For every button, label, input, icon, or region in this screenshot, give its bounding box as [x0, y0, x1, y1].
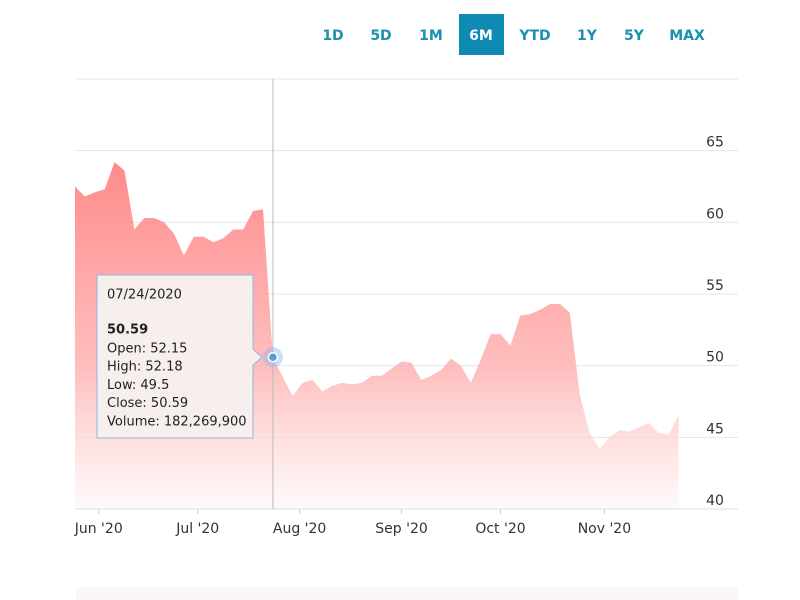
hover-point	[267, 351, 279, 363]
tooltip-line: High: 52.18	[107, 360, 183, 375]
range-button[interactable]: YTD	[518, 28, 550, 44]
x-tick-label: Aug '20	[273, 521, 326, 537]
y-tick-label: 60	[706, 206, 724, 222]
tooltip-line: Open: 52.15	[107, 342, 187, 357]
range-button-active[interactable]	[459, 14, 504, 55]
y-tick-label: 65	[706, 135, 724, 151]
range-button[interactable]: 5Y	[624, 28, 645, 44]
tooltip-value: 50.59	[107, 323, 148, 338]
range-button[interactable]: 1D	[322, 28, 343, 44]
range-button[interactable]: MAX	[669, 28, 705, 44]
y-tick-label: 40	[706, 493, 724, 509]
tooltip-date: 07/24/2020	[107, 288, 182, 303]
range-button[interactable]: 1M	[419, 28, 443, 44]
range-button[interactable]: 1Y	[577, 28, 598, 44]
tooltip-line: Close: 50.59	[107, 396, 188, 411]
x-tick-label: Sep '20	[375, 521, 428, 537]
y-tick-label: 45	[706, 421, 724, 437]
range-button[interactable]: 6M	[469, 28, 493, 44]
x-tick-label: Jul '20	[175, 521, 219, 537]
tooltip-line: Volume: 182,269,900	[107, 414, 247, 429]
x-tick-label: Jun '20	[74, 521, 123, 537]
x-tick-label: Oct '20	[475, 521, 525, 537]
range-button[interactable]: 5D	[370, 28, 391, 44]
x-tick-label: Nov '20	[578, 521, 631, 537]
y-tick-label: 55	[706, 278, 724, 294]
tooltip-box	[96, 274, 263, 439]
footer-panel	[76, 587, 738, 600]
y-tick-label: 50	[706, 350, 724, 366]
tooltip-line: Low: 49.5	[107, 378, 169, 393]
